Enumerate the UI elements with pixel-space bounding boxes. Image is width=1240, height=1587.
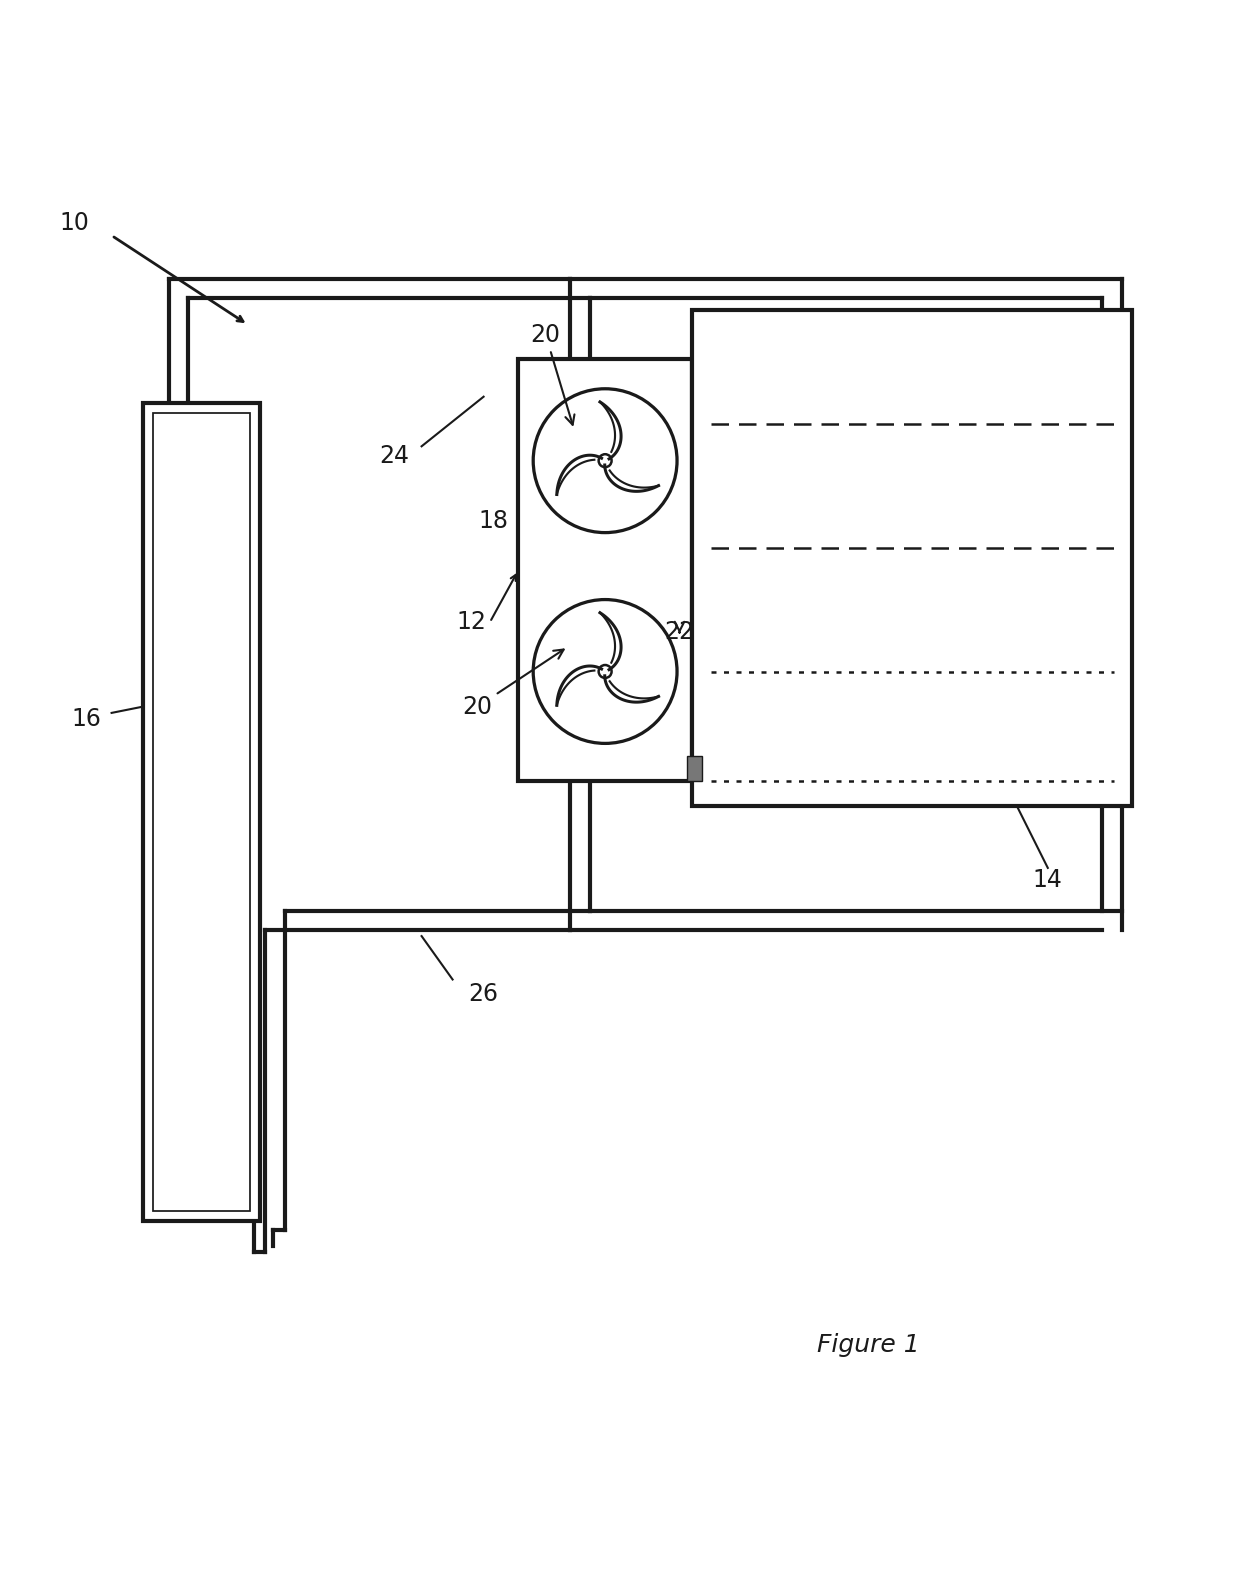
Text: 22: 22 [665,621,694,644]
Bar [153,413,250,1211]
Text: 10: 10 [60,211,89,235]
Bar [518,360,692,781]
Text: 14: 14 [1033,868,1063,892]
Text: 24: 24 [379,444,409,468]
Text: 26: 26 [469,982,498,1006]
Text: Figure 1: Figure 1 [817,1333,919,1357]
Bar [687,757,702,781]
Text: 12: 12 [456,611,486,635]
Text: 20: 20 [531,322,574,425]
Text: 16: 16 [72,708,102,732]
Text: 20: 20 [463,649,564,719]
Bar [692,309,1132,806]
Bar [143,403,260,1222]
Text: 18: 18 [479,509,508,533]
